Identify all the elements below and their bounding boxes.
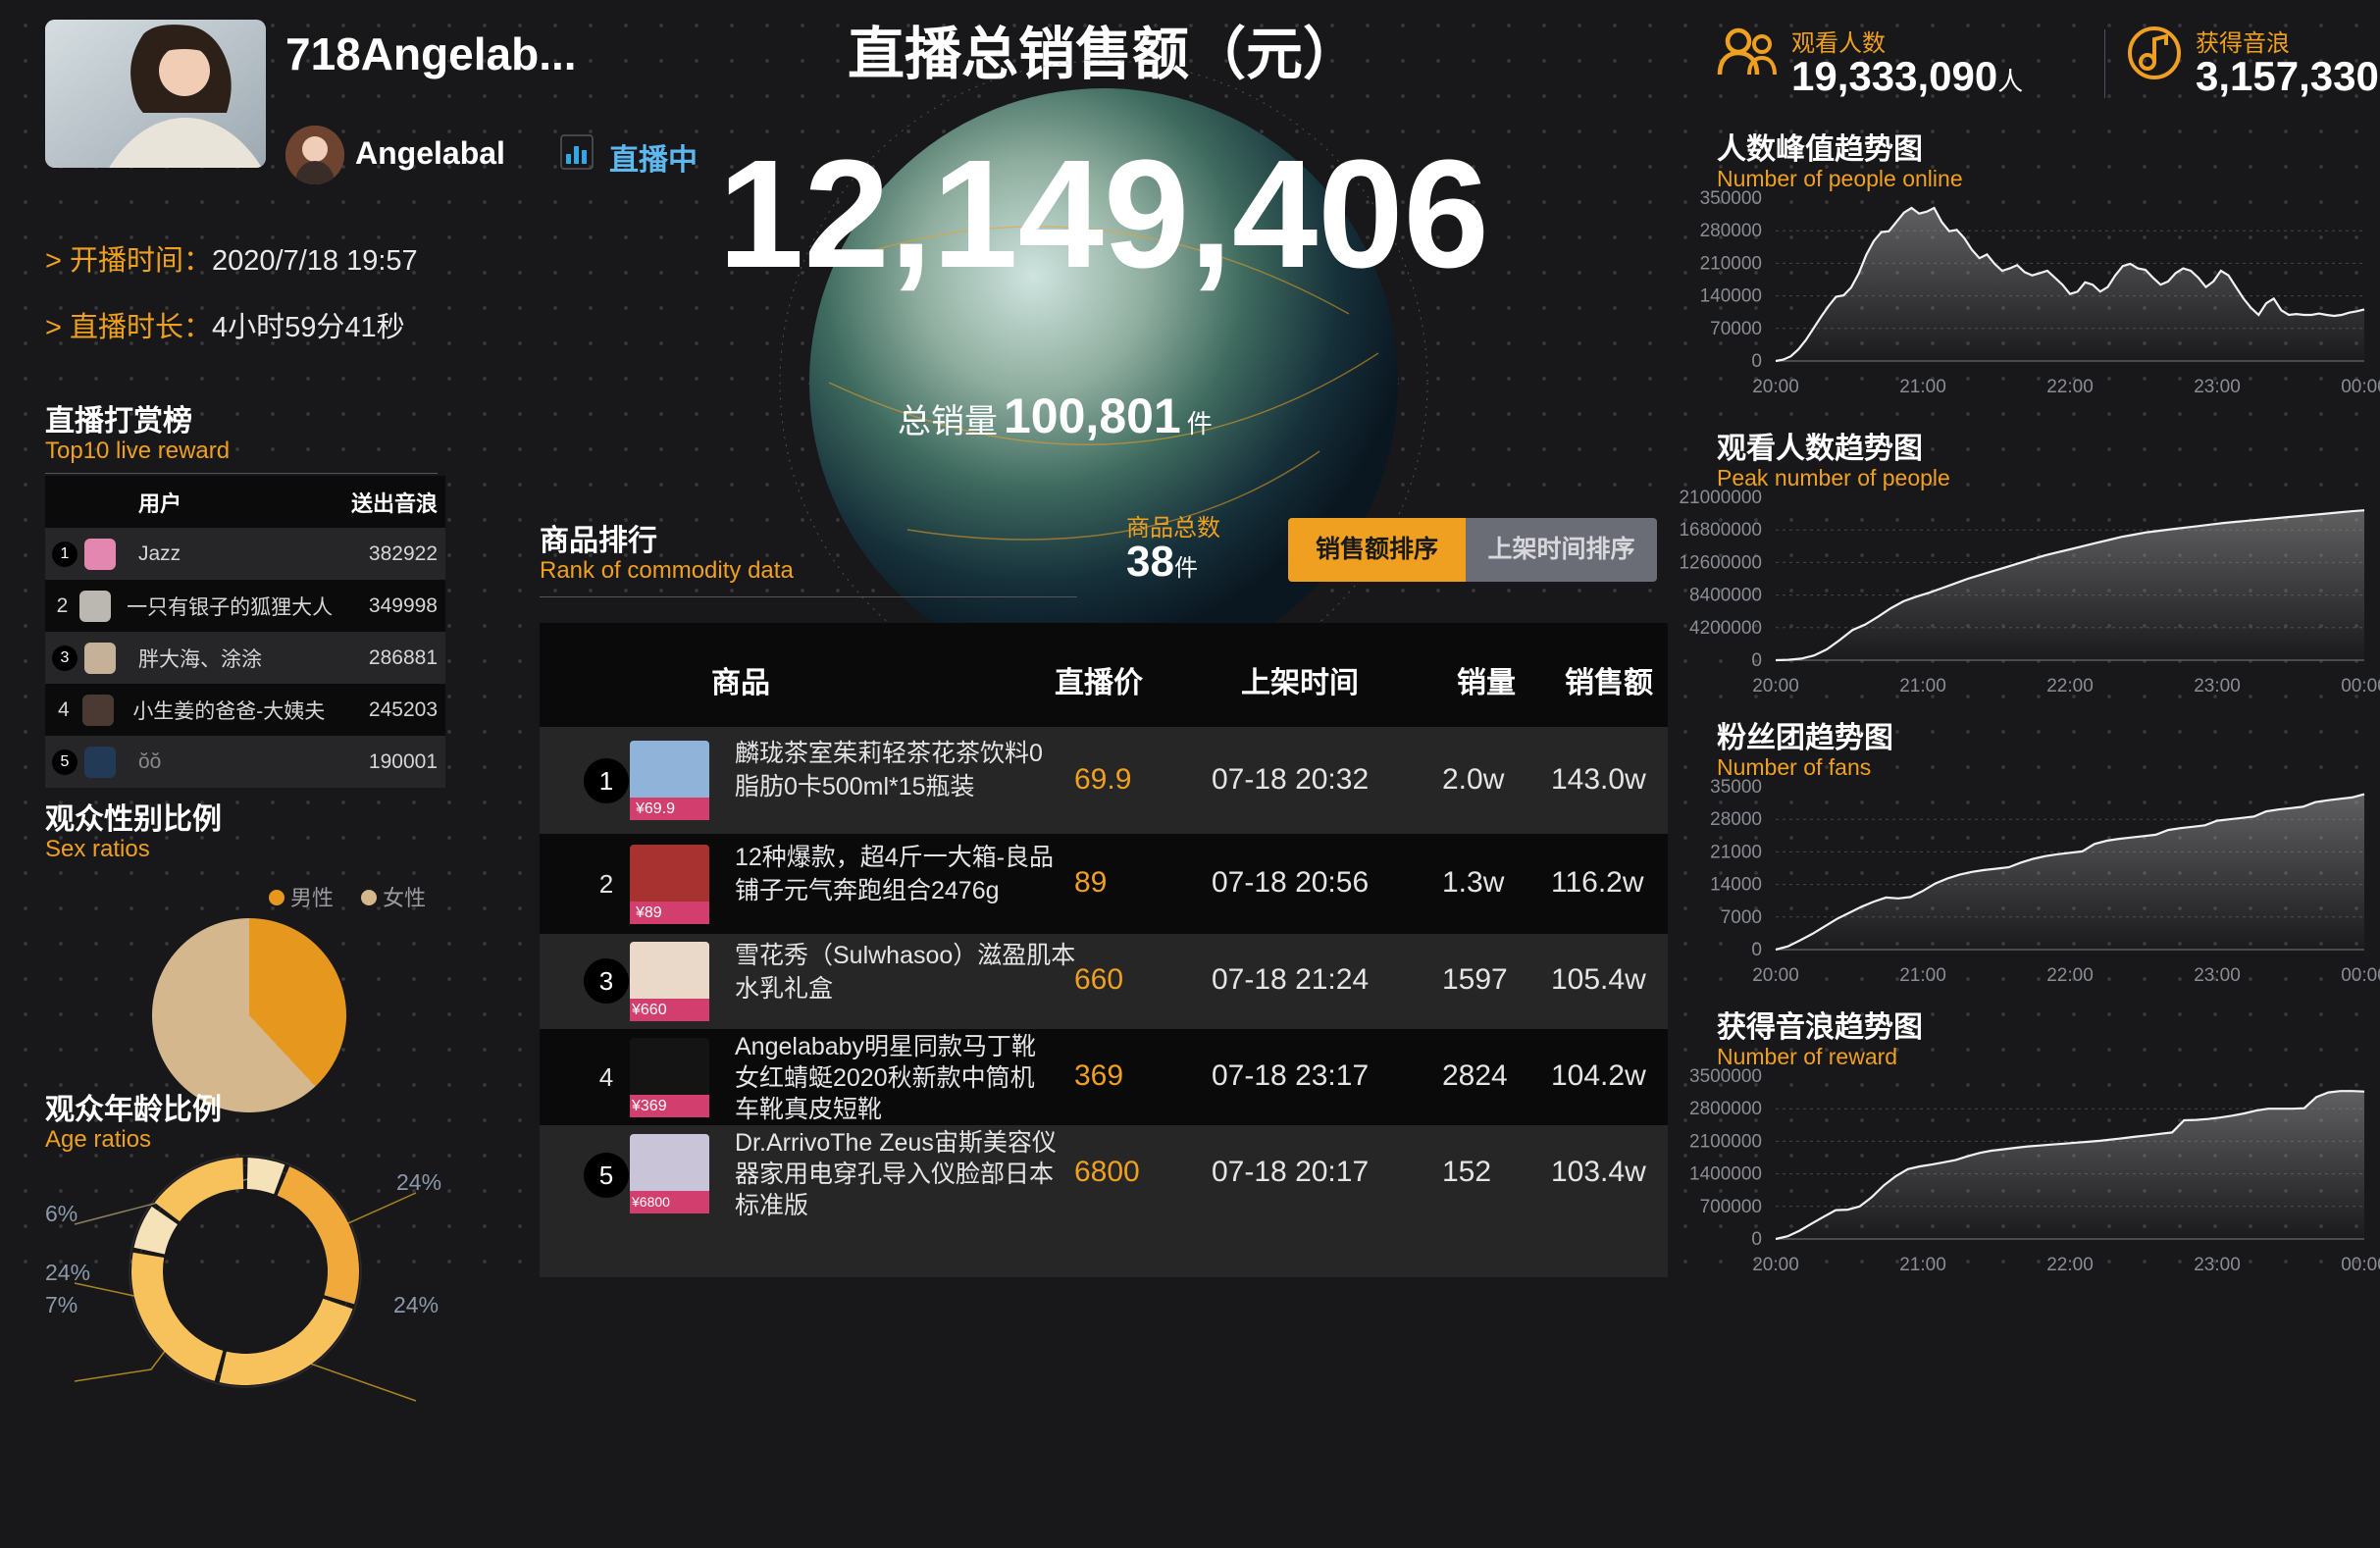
svg-text:28000: 28000 — [1710, 809, 1762, 830]
svg-text:4200000: 4200000 — [1689, 618, 1762, 639]
svg-text:8400000: 8400000 — [1689, 586, 1762, 606]
svg-text:350000: 350000 — [1700, 188, 1762, 209]
svg-text:2800000: 2800000 — [1689, 1099, 1762, 1119]
svg-text:22:00: 22:00 — [2046, 377, 2094, 397]
svg-text:12600000: 12600000 — [1679, 552, 1762, 573]
svg-text:0: 0 — [1751, 351, 1762, 372]
svg-text:280000: 280000 — [1700, 221, 1762, 241]
svg-text:00:00: 00:00 — [2341, 1255, 2380, 1275]
svg-text:20:00: 20:00 — [1752, 377, 1799, 397]
svg-text:¥69.9: ¥69.9 — [635, 800, 675, 817]
svg-text:20:00: 20:00 — [1752, 676, 1799, 697]
svg-text:70000: 70000 — [1710, 319, 1762, 339]
svg-text:3500000: 3500000 — [1689, 1066, 1762, 1087]
svg-text:1400000: 1400000 — [1689, 1164, 1762, 1185]
svg-text:35000: 35000 — [1710, 777, 1762, 798]
svg-text:20:00: 20:00 — [1752, 965, 1799, 986]
svg-text:2100000: 2100000 — [1689, 1131, 1762, 1152]
svg-text:¥89: ¥89 — [635, 904, 662, 921]
svg-text:¥6800: ¥6800 — [631, 1194, 670, 1210]
svg-text:¥369: ¥369 — [631, 1098, 667, 1114]
svg-text:¥660: ¥660 — [631, 1002, 667, 1018]
svg-text:16800000: 16800000 — [1679, 520, 1762, 541]
svg-text:21000: 21000 — [1710, 842, 1762, 862]
svg-text:22:00: 22:00 — [2046, 965, 2094, 986]
svg-text:140000: 140000 — [1700, 286, 1762, 307]
svg-text:23:00: 23:00 — [2194, 965, 2241, 986]
svg-text:7000: 7000 — [1721, 907, 1762, 928]
svg-text:23:00: 23:00 — [2194, 377, 2241, 397]
svg-text:0: 0 — [1751, 650, 1762, 671]
svg-text:00:00: 00:00 — [2341, 965, 2380, 986]
svg-text:23:00: 23:00 — [2194, 1255, 2241, 1275]
svg-text:00:00: 00:00 — [2341, 676, 2380, 697]
svg-text:0: 0 — [1751, 1229, 1762, 1250]
svg-text:22:00: 22:00 — [2046, 1255, 2094, 1275]
svg-text:21:00: 21:00 — [1899, 1255, 1946, 1275]
svg-text:210000: 210000 — [1700, 253, 1762, 274]
svg-text:21:00: 21:00 — [1899, 676, 1946, 697]
svg-text:20:00: 20:00 — [1752, 1255, 1799, 1275]
svg-text:22:00: 22:00 — [2046, 676, 2094, 697]
svg-text:21:00: 21:00 — [1899, 377, 1946, 397]
svg-text:00:00: 00:00 — [2341, 377, 2380, 397]
svg-text:14000: 14000 — [1710, 875, 1762, 896]
svg-text:21:00: 21:00 — [1899, 965, 1946, 986]
svg-text:700000: 700000 — [1700, 1197, 1762, 1217]
svg-text:23:00: 23:00 — [2194, 676, 2241, 697]
svg-text:21000000: 21000000 — [1679, 488, 1762, 508]
svg-text:0: 0 — [1751, 940, 1762, 960]
